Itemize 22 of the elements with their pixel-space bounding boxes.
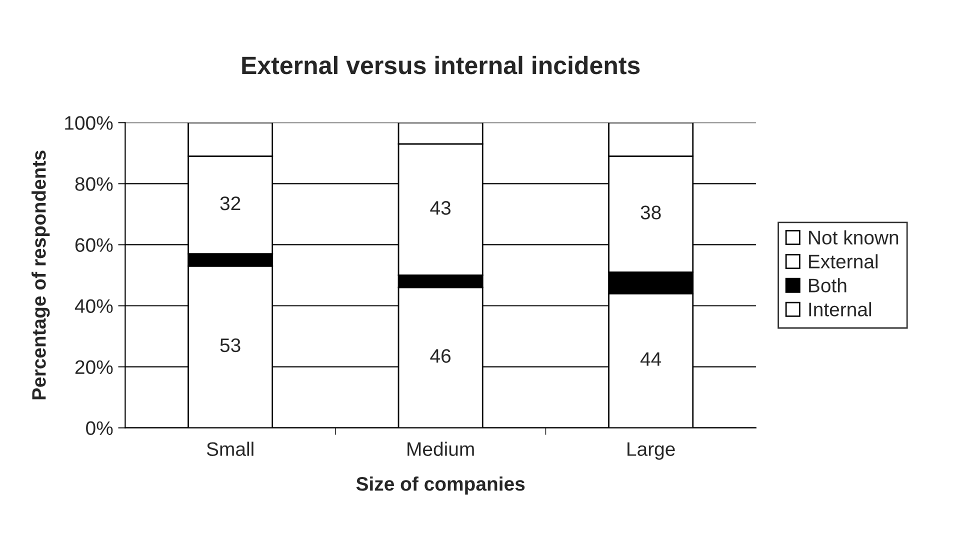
y-tick-label: 40% bbox=[74, 299, 113, 313]
x-tick-label: Small bbox=[206, 442, 254, 456]
y-tick-label: 0% bbox=[86, 421, 113, 436]
data-label: 46 bbox=[430, 349, 451, 363]
y-tick-label: 20% bbox=[75, 360, 113, 374]
data-label: 53 bbox=[220, 338, 240, 352]
x-tick-label: Large bbox=[628, 442, 675, 460]
data-label: 32 bbox=[220, 196, 240, 210]
data-label: 44 bbox=[640, 352, 662, 366]
legend-label: Internal bbox=[809, 302, 872, 316]
y-tick-label: 100% bbox=[65, 116, 113, 130]
y-axis-title: Percentage of respondents bbox=[32, 150, 50, 400]
data-label: 43 bbox=[430, 201, 451, 215]
data-label: 38 bbox=[640, 206, 661, 220]
legend-label: External bbox=[809, 254, 878, 268]
legend-label: Both bbox=[809, 278, 846, 292]
legend-label: Not known bbox=[809, 230, 898, 245]
y-tick-label: 80% bbox=[75, 177, 113, 191]
chart-title: External versus internal incidents bbox=[242, 56, 640, 74]
x-tick-label: Medium bbox=[408, 442, 474, 456]
y-tick-label: 60% bbox=[75, 238, 113, 252]
x-axis-title: Size of companies bbox=[356, 476, 525, 495]
